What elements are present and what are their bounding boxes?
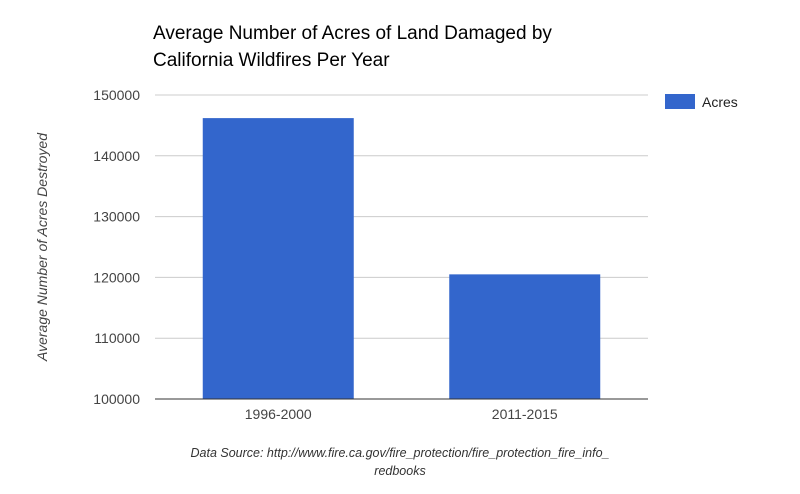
- x-tick-label: 1996-2000: [245, 406, 312, 422]
- legend-swatch: [665, 94, 695, 109]
- y-tick-label: 100000: [93, 391, 140, 407]
- chart-title: Average Number of Acres of Land Damaged …: [153, 20, 673, 74]
- data-source-note: Data Source: http://www.fire.ca.gov/fire…: [140, 444, 660, 480]
- legend-label: Acres: [702, 94, 738, 110]
- y-tick-label: 150000: [93, 87, 140, 103]
- bar: [449, 274, 601, 399]
- y-tick-label: 120000: [93, 269, 140, 285]
- chart-title-line-1: Average Number of Acres of Land Damaged …: [153, 23, 552, 44]
- x-tick-label: 2011-2015: [492, 406, 558, 422]
- y-tick-label: 140000: [93, 148, 140, 164]
- data-source-line-2: redbooks: [374, 464, 426, 478]
- y-tick-label: 130000: [93, 209, 140, 225]
- y-axis-title: Average Number of Acres Destroyed: [34, 132, 50, 362]
- bar: [202, 118, 354, 399]
- chart-title-line-2: California Wildfires Per Year: [153, 50, 390, 71]
- data-source-line-1: Data Source: http://www.fire.ca.gov/fire…: [190, 446, 610, 460]
- y-tick-label: 110000: [94, 330, 140, 346]
